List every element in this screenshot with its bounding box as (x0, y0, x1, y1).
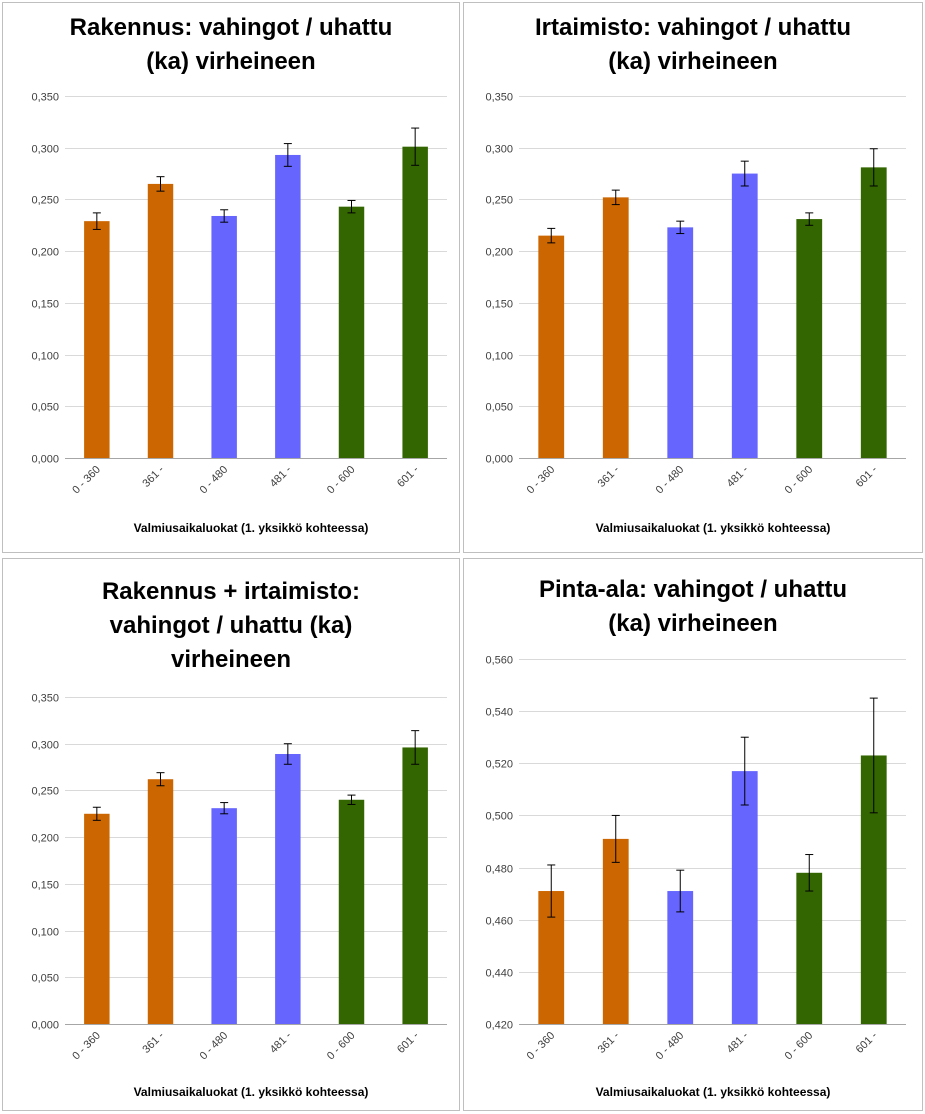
x-tick-label: 0 - 360 (70, 464, 103, 497)
x-tick-label: 601 - (395, 463, 421, 489)
bar (602, 197, 629, 459)
x-tick-label: 0 - 600 (783, 1030, 816, 1063)
bar (147, 183, 174, 458)
chart-title: Rakennus + irtaimisto: vahingot / uhattu… (101, 578, 361, 673)
x-tick-label: 601 - (854, 1029, 880, 1055)
bar (211, 808, 237, 1024)
bar-chart-rakennus-irtaimisto: 0,000 0,050 0,100 0,150 0,200 0,250 0,300 0,350… (31, 693, 447, 1063)
x-tick-label: 361 - (140, 463, 166, 489)
x-tick-label: 481 - (268, 1029, 294, 1055)
bar (84, 813, 110, 1024)
bar (402, 146, 428, 458)
bar (211, 215, 237, 458)
bar (538, 235, 565, 458)
y-tick-label: 0,500 (485, 811, 513, 823)
x-axis-label: Valmiusaikaluokat (1. yksikkö kohteessa) (133, 1085, 369, 1099)
bar (147, 779, 174, 1024)
bar (667, 891, 694, 1024)
x-tick-label: 361 - (140, 1029, 166, 1055)
y-tick-label: 0,460 (485, 916, 513, 928)
bar-chart-rakennus: 0,000 0,050 0,100 0,150 0,200 0,250 0,300 0,350… (31, 92, 447, 497)
bar (602, 838, 629, 1024)
x-tick-label: 481 - (268, 463, 294, 489)
y-tick-label: 0,200 (31, 833, 59, 845)
bar (796, 219, 823, 458)
y-tick-label: 0,350 (31, 693, 59, 705)
y-tick-label: 0,100 (31, 351, 59, 363)
y-tick-label: 0,250 (31, 195, 59, 207)
x-tick-label: 0 - 600 (325, 464, 358, 497)
y-tick-label: 0,250 (485, 195, 513, 207)
x-tick-label: 0 - 480 (198, 1030, 231, 1063)
x-tick-label: 481 - (725, 463, 751, 489)
bar (402, 747, 428, 1024)
bar (731, 771, 758, 1024)
x-tick-label: 0 - 600 (325, 1030, 358, 1063)
y-tick-label: 0,150 (31, 880, 59, 892)
y-tick-label: 0,050 (31, 973, 59, 985)
y-tick-label: 0,300 (31, 740, 59, 752)
chart-panel-rakennus: Rakennus: vahingot / uhattu (ka) virhein… (2, 2, 460, 553)
y-tick-label: 0,000 (31, 1020, 59, 1032)
y-tick-label: 0,100 (31, 927, 59, 939)
y-tick-label: 0,050 (31, 402, 59, 414)
y-tick-label: 0,250 (31, 786, 59, 798)
x-axis-label: Valmiusaikaluokat (1. yksikkö kohteessa) (595, 521, 831, 535)
y-tick-label: 0,200 (485, 247, 513, 259)
y-tick-label: 0,560 (485, 655, 513, 667)
x-tick-label: 0 - 360 (525, 464, 558, 497)
bar (667, 227, 694, 458)
chart-title: Irtaimisto: vahingot / uhattu (ka) virhe… (535, 14, 851, 75)
y-tick-label: 0,350 (31, 92, 59, 104)
bar-chart-pinta-ala: 0,420 0,440 0,460 0,480 0,500 0,520 0,540 0,560… (485, 655, 906, 1063)
x-tick-label: 481 - (725, 1029, 751, 1055)
y-tick-label: 0,000 (485, 454, 513, 466)
x-tick-label: 361 - (596, 463, 622, 489)
y-tick-label: 0,300 (485, 144, 513, 156)
bar (338, 206, 365, 458)
y-tick-label: 0,350 (485, 92, 513, 104)
bar (860, 167, 887, 458)
bar (796, 872, 823, 1024)
x-tick-label: 0 - 480 (198, 464, 231, 497)
y-tick-label: 0,050 (485, 402, 513, 414)
bar (275, 753, 301, 1024)
y-tick-label: 0,000 (31, 454, 59, 466)
y-tick-label: 0,100 (485, 351, 513, 363)
y-tick-label: 0,150 (31, 299, 59, 311)
x-tick-label: 0 - 480 (654, 1030, 687, 1063)
chart-panel-rakennus-irtaimisto: Rakennus + irtaimisto: vahingot / uhattu… (2, 558, 460, 1111)
x-axis-label: Valmiusaikaluokat (1. yksikkö kohteessa) (133, 521, 369, 535)
y-tick-label: 0,420 (485, 1020, 513, 1032)
bar (275, 154, 301, 458)
chart-title: Rakennus: vahingot / uhattu (ka) virhein… (69, 14, 393, 75)
y-tick-label: 0,200 (31, 247, 59, 259)
x-tick-label: 0 - 360 (70, 1030, 103, 1063)
x-tick-label: 0 - 360 (525, 1030, 558, 1063)
x-tick-label: 0 - 480 (654, 464, 687, 497)
x-tick-label: 361 - (596, 1029, 622, 1055)
y-tick-label: 0,300 (31, 144, 59, 156)
y-tick-label: 0,440 (485, 968, 513, 980)
x-tick-label: 601 - (395, 1029, 421, 1055)
bar (84, 221, 110, 458)
chart-panel-irtaimisto: Irtaimisto: vahingot / uhattu (ka) virhe… (463, 2, 923, 553)
x-tick-label: 601 - (854, 463, 880, 489)
y-tick-label: 0,150 (485, 299, 513, 311)
chart-panel-pinta-ala: Pinta-ala: vahingot / uhattu (ka) virhei… (463, 558, 923, 1111)
bar (338, 799, 365, 1024)
x-axis-label: Valmiusaikaluokat (1. yksikkö kohteessa) (595, 1085, 831, 1099)
y-tick-label: 0,480 (485, 864, 513, 876)
bar-chart-irtaimisto: 0,000 0,050 0,100 0,150 0,200 0,250 0,300 0,350… (485, 92, 906, 497)
bar (731, 173, 758, 459)
y-tick-label: 0,540 (485, 707, 513, 719)
x-tick-label: 0 - 600 (783, 464, 816, 497)
chart-title: Pinta-ala: vahingot / uhattu (ka) virhei… (538, 576, 847, 637)
y-tick-label: 0,520 (485, 759, 513, 771)
